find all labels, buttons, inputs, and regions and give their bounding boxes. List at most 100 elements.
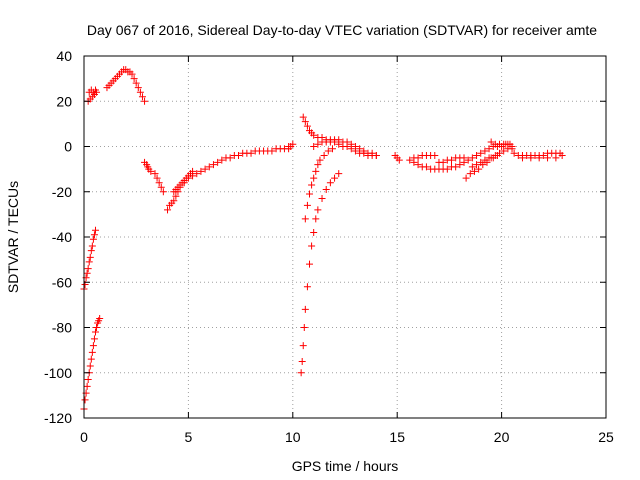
data-point	[306, 260, 314, 268]
data-point	[335, 140, 343, 148]
data-point	[558, 152, 566, 160]
data-point	[289, 140, 297, 148]
data-point	[372, 152, 380, 160]
data-point	[88, 348, 96, 356]
data-point	[487, 138, 495, 146]
series-s3	[141, 158, 155, 175]
data-point	[164, 206, 172, 214]
series-s17	[435, 154, 468, 166]
chart-title: Day 067 of 2016, Sidereal Day-to-day VTE…	[87, 22, 597, 38]
data-point	[473, 152, 481, 160]
data-point	[510, 149, 518, 157]
data-point	[464, 156, 472, 164]
data-point	[504, 140, 512, 148]
data-point	[172, 192, 180, 200]
data-point	[452, 163, 460, 171]
data-point	[331, 174, 339, 182]
data-point	[297, 369, 305, 377]
data-point	[466, 170, 474, 178]
data-point	[130, 75, 138, 83]
data-point	[86, 362, 94, 370]
series-s7	[285, 140, 297, 150]
data-point	[310, 143, 318, 150]
data-point	[147, 167, 155, 175]
data-point	[91, 328, 99, 336]
data-point	[201, 165, 209, 173]
data-point	[303, 122, 311, 130]
data-point	[324, 147, 332, 155]
data-point	[406, 156, 414, 164]
data-point	[235, 152, 243, 160]
data-point	[226, 154, 234, 162]
series-s10	[297, 170, 343, 377]
data-point	[395, 156, 403, 164]
data-point	[360, 149, 368, 157]
data-point	[301, 215, 309, 223]
data-point	[299, 113, 307, 121]
data-point	[136, 88, 144, 96]
y-tick-label: 20	[56, 93, 72, 109]
series-s11	[301, 145, 336, 223]
data-point	[431, 152, 439, 160]
data-point	[310, 228, 318, 236]
data-point	[462, 174, 470, 182]
data-point	[473, 161, 481, 169]
data-point	[88, 242, 96, 250]
data-point	[247, 149, 255, 157]
data-point	[347, 145, 355, 153]
data-point	[87, 247, 95, 255]
data-point	[477, 158, 485, 166]
series-s19	[468, 152, 501, 171]
data-point	[481, 156, 489, 164]
data-point	[218, 156, 226, 164]
series-s13	[310, 138, 380, 160]
series-s5	[164, 145, 293, 214]
data-point	[456, 161, 464, 169]
data-point	[128, 70, 136, 78]
data-point	[470, 167, 478, 175]
data-point	[308, 181, 316, 189]
data-point	[527, 154, 535, 162]
data-point	[477, 149, 485, 157]
series-s20	[487, 138, 516, 150]
data-point	[85, 258, 93, 266]
data-point	[439, 158, 447, 166]
series-s16	[410, 152, 439, 162]
data-point	[335, 170, 343, 178]
data-point	[500, 147, 508, 155]
x-tick-label: 5	[185, 429, 193, 445]
data-point	[312, 167, 320, 175]
data-point	[89, 342, 97, 350]
data-point	[155, 179, 163, 187]
data-point	[134, 84, 142, 92]
data-point	[310, 131, 318, 139]
data-point	[314, 161, 322, 169]
x-tick-label: 25	[598, 429, 614, 445]
data-point	[87, 355, 95, 363]
y-axis-label: SDTVAR / TECUs	[5, 181, 21, 293]
series-s22	[518, 152, 566, 162]
data-point	[301, 118, 309, 126]
data-point	[414, 161, 422, 169]
data-point	[193, 170, 201, 178]
data-point	[81, 396, 89, 404]
y-tick-label: -80	[52, 320, 72, 336]
tick-labels: 0 5 10 15 20 25 -120 -100 -80 -60 -40 -20 0 20 40	[44, 48, 614, 445]
data-points	[80, 66, 566, 413]
data-point	[84, 376, 92, 384]
data-point	[312, 215, 320, 223]
data-point	[310, 174, 318, 182]
data-point	[443, 165, 451, 173]
series-s15	[406, 140, 514, 173]
data-point	[414, 154, 422, 162]
x-tick-label: 10	[285, 429, 301, 445]
data-point	[481, 147, 489, 155]
data-point	[298, 357, 306, 365]
data-point	[331, 138, 339, 146]
data-point	[303, 201, 311, 209]
data-point	[306, 190, 314, 198]
data-point	[326, 179, 334, 187]
data-point	[93, 324, 101, 331]
